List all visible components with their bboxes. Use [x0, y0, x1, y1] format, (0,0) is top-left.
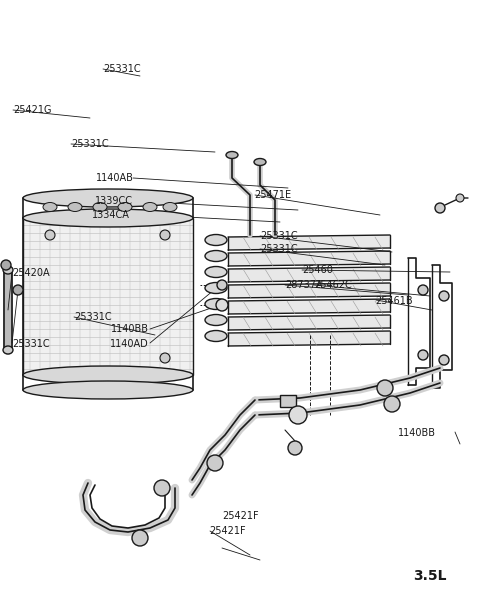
Text: 28737A: 28737A: [286, 280, 323, 290]
Text: 25420A: 25420A: [12, 269, 49, 278]
Text: 25331C: 25331C: [74, 312, 112, 322]
Circle shape: [217, 280, 227, 290]
Ellipse shape: [205, 331, 227, 341]
Text: 25331C: 25331C: [71, 139, 108, 149]
Text: 25331C: 25331C: [12, 339, 49, 349]
Ellipse shape: [205, 314, 227, 326]
Bar: [23, 218, 193, 375]
Circle shape: [45, 230, 55, 240]
Ellipse shape: [3, 346, 13, 354]
Polygon shape: [228, 315, 390, 330]
Circle shape: [13, 285, 23, 295]
Polygon shape: [228, 283, 390, 298]
Text: 25331C: 25331C: [103, 64, 141, 74]
Text: 1339CC: 1339CC: [96, 197, 133, 206]
Ellipse shape: [118, 203, 132, 212]
Ellipse shape: [23, 381, 193, 399]
Circle shape: [160, 230, 170, 240]
Circle shape: [154, 480, 170, 496]
Polygon shape: [228, 235, 390, 250]
Text: 25471E: 25471E: [254, 191, 291, 200]
Circle shape: [418, 285, 428, 295]
Polygon shape: [228, 299, 390, 314]
Circle shape: [216, 299, 228, 311]
Text: 25421G: 25421G: [13, 105, 52, 115]
Circle shape: [207, 455, 223, 471]
Text: 1140BB: 1140BB: [111, 325, 149, 334]
Ellipse shape: [143, 203, 157, 212]
Text: 25421F: 25421F: [222, 511, 259, 520]
Ellipse shape: [163, 203, 177, 212]
Polygon shape: [228, 331, 390, 346]
Circle shape: [418, 350, 428, 360]
Text: 25331C: 25331C: [260, 245, 298, 254]
Ellipse shape: [205, 299, 227, 310]
Text: 25462C: 25462C: [314, 280, 352, 290]
Ellipse shape: [23, 366, 193, 384]
Text: 25331C: 25331C: [260, 231, 298, 241]
Polygon shape: [228, 251, 390, 266]
Text: 1334CA: 1334CA: [92, 210, 130, 219]
Circle shape: [439, 291, 449, 301]
Ellipse shape: [93, 203, 107, 212]
Circle shape: [439, 355, 449, 365]
Polygon shape: [228, 267, 390, 282]
Circle shape: [132, 530, 148, 546]
Text: 3.5L: 3.5L: [413, 569, 446, 583]
Ellipse shape: [3, 266, 13, 274]
Text: 1140AD: 1140AD: [110, 339, 149, 349]
Bar: [23, 218, 193, 375]
Ellipse shape: [205, 282, 227, 293]
Ellipse shape: [205, 266, 227, 278]
Text: 25421F: 25421F: [209, 526, 245, 535]
Circle shape: [456, 194, 464, 202]
Circle shape: [1, 260, 11, 270]
Circle shape: [384, 396, 400, 412]
Ellipse shape: [23, 209, 193, 227]
Circle shape: [160, 353, 170, 363]
Circle shape: [435, 203, 445, 213]
Ellipse shape: [205, 234, 227, 245]
Ellipse shape: [43, 203, 57, 212]
Text: 25460: 25460: [302, 266, 333, 275]
Text: 1140BB: 1140BB: [398, 428, 436, 438]
Ellipse shape: [23, 189, 193, 207]
Bar: [280, 395, 296, 407]
Ellipse shape: [226, 151, 238, 159]
Text: 1140AB: 1140AB: [96, 173, 133, 183]
Circle shape: [377, 380, 393, 396]
Circle shape: [289, 406, 307, 424]
Circle shape: [288, 441, 302, 455]
Ellipse shape: [254, 159, 266, 165]
Text: 25461B: 25461B: [375, 296, 413, 305]
Ellipse shape: [205, 251, 227, 261]
Ellipse shape: [68, 203, 82, 212]
